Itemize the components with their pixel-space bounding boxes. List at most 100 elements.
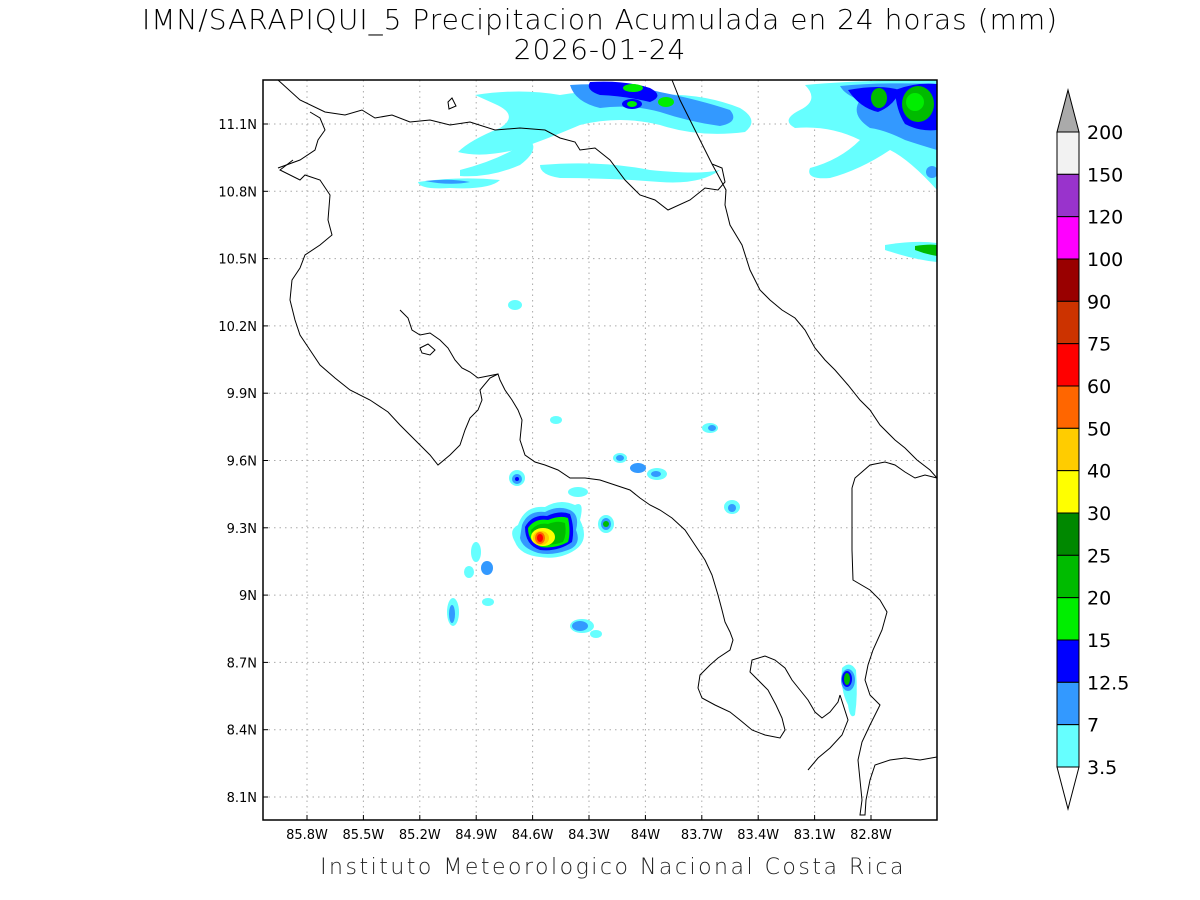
colorbar-swatch [1056, 258, 1080, 302]
axis-ticks: 85.8W 85.5W 85.2W 84.9W 84.6W 84.3W 84W 83.7W 83… [218, 118, 892, 843]
footer-credit: Instituto Meteorologico Nacional Costa R… [320, 855, 906, 880]
x-tick-label: 83.7W [681, 828, 723, 843]
y-tick-label: 8.1N [227, 791, 257, 806]
precip-region [651, 471, 661, 477]
precip-region [537, 534, 543, 542]
colorbar-swatch [1056, 343, 1080, 387]
caribbean-coast-north [711, 163, 937, 479]
colorbar-label: 150 [1087, 164, 1123, 186]
colorbar-label: 12.5 [1087, 672, 1129, 694]
colorbar-swatch [1056, 300, 1080, 345]
precip-region [590, 630, 602, 638]
precip-region [515, 477, 519, 481]
x-tick-label: 83.4W [737, 828, 779, 843]
panama-border [851, 461, 937, 816]
precip-region [508, 300, 522, 310]
precip-region [630, 463, 646, 473]
x-tick-label: 85.5W [342, 828, 384, 843]
small-island [447, 97, 457, 110]
precip-region [425, 179, 470, 184]
y-tick-label: 8.7N [227, 656, 257, 671]
colorbar-swatch [1056, 639, 1080, 683]
precip-region [623, 84, 643, 92]
colorbar-swatch [1056, 173, 1080, 218]
precip-region [728, 504, 736, 512]
precip-region [482, 598, 494, 606]
colorbar-swatch [1056, 512, 1080, 556]
y-tick-label: 11.1N [218, 118, 257, 133]
nicaragua-east-coast [671, 80, 713, 165]
precip-region [481, 561, 493, 575]
colorbar-swatch [1056, 681, 1080, 726]
northwest-coast [277, 111, 326, 169]
y-tick-label: 9.9N [227, 387, 257, 402]
coastlines [277, 80, 937, 816]
colorbar: 200 150 120 100 90 75 60 50 40 30 25 20 15 12.5 7 3.5 [1056, 88, 1129, 811]
x-tick-label: 84.6W [512, 828, 554, 843]
precip-region [464, 566, 474, 578]
precip-region [915, 244, 937, 256]
y-tick-label: 10.2N [218, 320, 257, 335]
osa-peninsula [807, 694, 849, 771]
precip-region [603, 521, 609, 527]
precip-region [844, 673, 850, 685]
precip-region [616, 455, 624, 461]
precip-region [708, 425, 716, 431]
y-tick-label: 9N [239, 589, 257, 604]
x-tick-label: 84.3W [568, 828, 610, 843]
nicaragua-border [277, 80, 726, 211]
colorbar-swatch [1056, 554, 1080, 599]
colorbar-swatch [1056, 427, 1080, 472]
x-tick-label: 83.1W [794, 828, 836, 843]
colorbar-label: 200 [1087, 122, 1123, 144]
precip-region [871, 88, 887, 108]
colorbar-label: 75 [1087, 334, 1111, 356]
plot-frame [262, 79, 938, 821]
map-title: IMN/SARAPIQUI_5 Precipitacion Acumulada … [141, 3, 1059, 36]
precip-region [658, 97, 674, 107]
precip-region [550, 416, 562, 424]
precip-region [572, 621, 588, 631]
y-tick-label: 10.5N [218, 253, 257, 268]
nicoya-island [419, 343, 436, 356]
colorbar-swatch [1056, 385, 1080, 429]
colorbar-label: 50 [1087, 418, 1111, 440]
precipitation-field [418, 80, 937, 717]
colorbar-label: 60 [1087, 376, 1111, 398]
precip-region [460, 140, 534, 177]
x-tick-label: 84.9W [455, 828, 497, 843]
precip-region [449, 605, 455, 623]
precip-region [627, 101, 637, 107]
nicoya-gulf [399, 309, 499, 379]
colorbar-swatch [1056, 131, 1080, 175]
x-tick-label: 85.8W [286, 828, 328, 843]
x-tick-label: 84W [631, 828, 661, 843]
gridlines [263, 80, 937, 820]
map-date: 2026-01-24 [513, 33, 687, 66]
y-tick-label: 9.6N [227, 455, 257, 470]
y-tick-label: 10.8N [218, 185, 257, 200]
colorbar-swatch [1056, 470, 1080, 514]
colorbar-label: 7 [1087, 715, 1099, 737]
precip-region [926, 166, 937, 178]
x-tick-label: 82.8W [850, 828, 892, 843]
y-tick-label: 9.3N [227, 522, 257, 537]
precip-region [540, 163, 720, 183]
colorbar-over-arrow [1056, 88, 1080, 133]
precip-region [906, 93, 924, 111]
x-tick-label: 85.2W [399, 828, 441, 843]
colorbar-label: 30 [1087, 503, 1111, 525]
colorbar-label: 20 [1087, 588, 1111, 610]
y-tick-label: 8.4N [227, 724, 257, 739]
colorbar-label: 120 [1087, 207, 1123, 229]
colorbar-label: 3.5 [1087, 757, 1117, 779]
colorbar-swatch [1056, 216, 1080, 260]
colorbar-under-arrow [1056, 766, 1080, 811]
colorbar-label: 90 [1087, 291, 1111, 313]
colorbar-label: 40 [1087, 461, 1111, 483]
colorbar-swatch [1056, 597, 1080, 641]
precip-region [568, 487, 588, 497]
pacific-coast-north [279, 159, 841, 739]
colorbar-label: 100 [1087, 249, 1123, 271]
